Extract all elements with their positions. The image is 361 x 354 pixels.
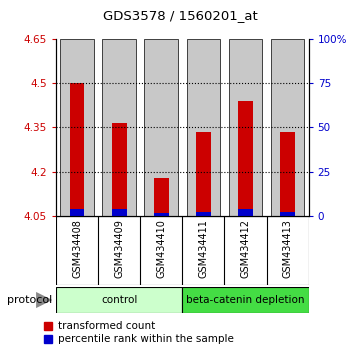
Bar bbox=[196, 132, 211, 216]
Bar bbox=[102, 39, 136, 216]
Text: control: control bbox=[101, 295, 137, 305]
Bar bbox=[70, 209, 84, 216]
Bar bbox=[112, 209, 126, 216]
Text: GSM434408: GSM434408 bbox=[72, 219, 82, 278]
Bar bbox=[280, 132, 295, 216]
Bar bbox=[271, 39, 304, 216]
Bar bbox=[154, 178, 169, 216]
Text: GDS3578 / 1560201_at: GDS3578 / 1560201_at bbox=[103, 9, 258, 22]
Bar bbox=[144, 39, 178, 216]
Text: GSM434413: GSM434413 bbox=[283, 219, 293, 278]
Bar bbox=[182, 287, 309, 313]
Bar bbox=[187, 39, 220, 216]
Polygon shape bbox=[36, 292, 52, 308]
Bar bbox=[70, 83, 84, 216]
Text: protocol: protocol bbox=[7, 295, 52, 305]
Text: GSM434411: GSM434411 bbox=[198, 219, 208, 278]
Bar bbox=[60, 39, 94, 216]
Text: GSM434412: GSM434412 bbox=[240, 219, 251, 278]
Bar bbox=[238, 209, 253, 216]
Bar bbox=[154, 213, 169, 216]
Text: GSM434410: GSM434410 bbox=[156, 219, 166, 278]
Text: beta-catenin depletion: beta-catenin depletion bbox=[186, 295, 305, 305]
Text: GSM434409: GSM434409 bbox=[114, 219, 124, 278]
Bar bbox=[280, 211, 295, 216]
Bar bbox=[112, 123, 126, 216]
Legend: transformed count, percentile rank within the sample: transformed count, percentile rank withi… bbox=[43, 320, 235, 346]
Bar bbox=[196, 211, 211, 216]
Bar bbox=[56, 287, 182, 313]
Bar bbox=[229, 39, 262, 216]
Bar bbox=[238, 101, 253, 216]
